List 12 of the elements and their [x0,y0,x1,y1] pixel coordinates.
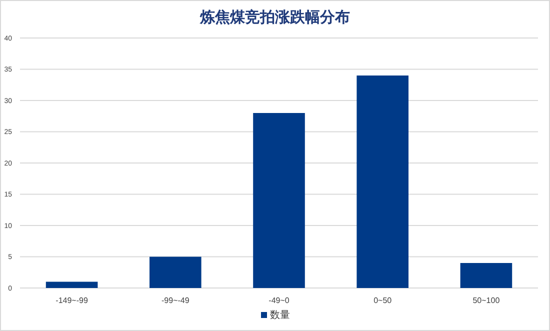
x-tick-label: -99~-49 [162,296,190,305]
chart-title: 炼焦煤竞拍涨跌幅分布 [199,8,350,26]
bar [253,113,305,288]
bar [46,282,98,288]
legend-label: 数量 [270,310,290,321]
bar [150,256,202,288]
x-tick-label: 50~100 [472,296,500,305]
x-tick-label: 0~50 [374,296,392,305]
x-tick-label: -149~-99 [56,296,88,305]
bar [460,263,512,288]
x-tick-label: -49~0 [268,296,290,305]
bar [356,76,408,288]
